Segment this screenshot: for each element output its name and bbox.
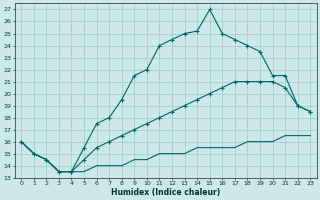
X-axis label: Humidex (Indice chaleur): Humidex (Indice chaleur)	[111, 188, 220, 197]
